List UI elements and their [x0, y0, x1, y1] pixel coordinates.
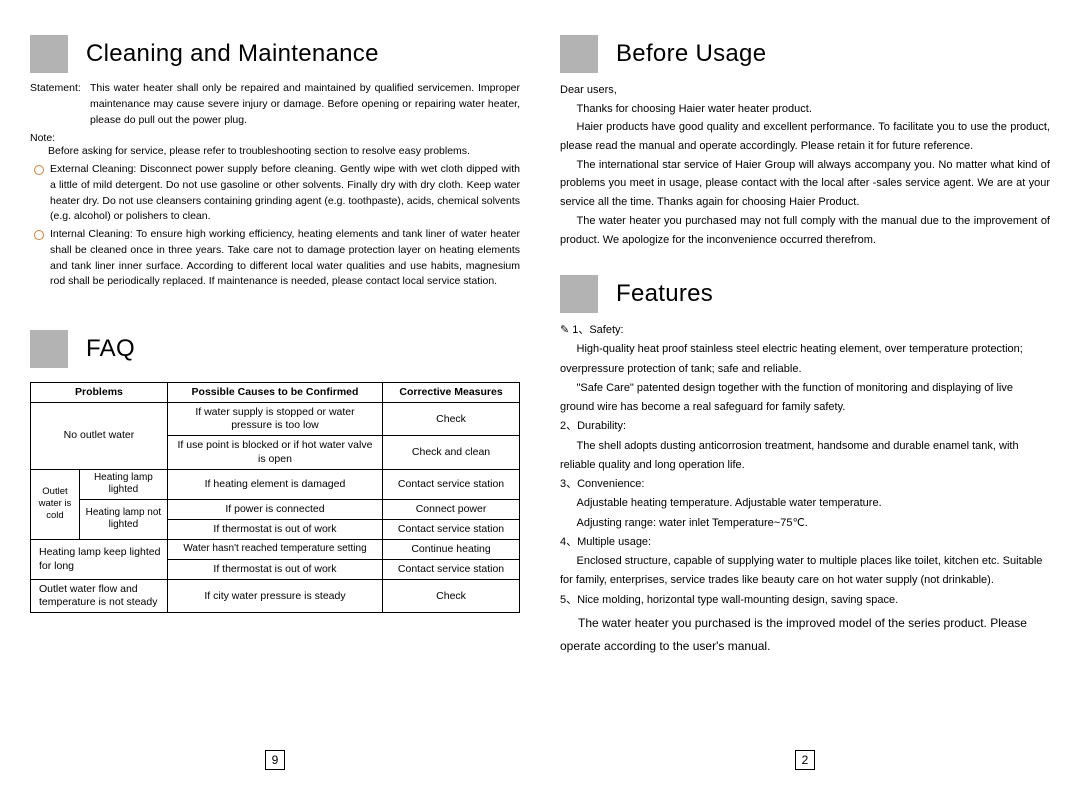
para: Haier products have good quality and exc… [560, 118, 1050, 155]
para: The international star service of Haier … [560, 156, 1050, 212]
feature-line: 5、Nice molding, horizontal type wall-mou… [560, 591, 1050, 610]
page-number: 9 [265, 750, 285, 770]
statement-body: This water heater shall only be repaired… [90, 81, 520, 128]
final-note: The water heater you purchased is the im… [560, 612, 1050, 658]
page-number: 2 [795, 750, 815, 770]
pencil-icon: ✎ [560, 321, 569, 340]
page-number-wrap: 2 [560, 658, 1050, 778]
feature-line: 1、Safety: [572, 321, 623, 340]
cleaning-title: Cleaning and Maintenance [86, 40, 379, 68]
features-title: Features [616, 280, 713, 308]
statement-label: Statement: [30, 81, 90, 97]
gray-box-icon [30, 35, 68, 73]
feature-line: High-quality heat proof stainless steel … [560, 340, 1050, 379]
feature-line: Enclosed structure, capable of supplying… [560, 552, 1050, 591]
bullet-external-text: External Cleaning: Disconnect power supp… [50, 162, 520, 225]
bullet-internal: Internal Cleaning: To ensure high workin… [34, 227, 520, 290]
table-row: Heating lamp keep lighted for long Water… [31, 539, 520, 559]
left-column: Cleaning and Maintenance Statement: This… [30, 35, 520, 778]
right-column: Before Usage Dear users, Thanks for choo… [560, 35, 1050, 778]
before-header: Before Usage [560, 35, 1050, 73]
cell-cause: If power is connected [167, 499, 382, 519]
note-label: Note: [30, 132, 520, 144]
feature-line: 2、Durability: [560, 417, 1050, 436]
bullet-icon [34, 165, 44, 175]
cell-measure: Check [383, 580, 520, 613]
th-problems: Problems [31, 383, 168, 403]
feature-line: "Safe Care" patented design together wit… [560, 379, 1050, 418]
cell-cause: Water hasn't reached temperature setting [167, 539, 382, 559]
gray-box-icon [30, 330, 68, 368]
cell-cause: If thermostat is out of work [167, 560, 382, 580]
note-body: Before asking for service, please refer … [48, 144, 520, 160]
table-row: Outlet water flow and temperature is not… [31, 580, 520, 613]
gray-box-icon [560, 275, 598, 313]
cell-measure: Connect power [383, 499, 520, 519]
cell-problem-sub: Heating lamp not lighted [79, 499, 167, 539]
cell-cause: If thermostat is out of work [167, 519, 382, 539]
cell-cause: If water supply is stopped or water pres… [167, 403, 382, 436]
gray-box-icon [560, 35, 598, 73]
statement-block: Statement: This water heater shall only … [30, 81, 520, 128]
para: Dear users, [560, 81, 1050, 100]
cell-cause: If heating element is damaged [167, 469, 382, 499]
para: The water heater you purchased may not f… [560, 212, 1050, 249]
table-row: Heating lamp not lighted If power is con… [31, 499, 520, 519]
th-measures: Corrective Measures [383, 383, 520, 403]
feature-line: 3、Convenience: [560, 475, 1050, 494]
cleaning-header: Cleaning and Maintenance [30, 35, 520, 73]
th-causes: Possible Causes to be Confirmed [167, 383, 382, 403]
faq-header: FAQ [30, 330, 520, 368]
bullet-external: External Cleaning: Disconnect power supp… [34, 162, 520, 225]
before-title: Before Usage [616, 40, 766, 68]
cell-problem-sub: Heating lamp lighted [79, 469, 167, 499]
cell-problem: Outlet water flow and temperature is not… [31, 580, 168, 613]
cell-cause: If city water pressure is steady [167, 580, 382, 613]
cell-measure: Check [383, 403, 520, 436]
cell-measure: Contact service station [383, 469, 520, 499]
cell-measure: Contact service station [383, 519, 520, 539]
para: Thanks for choosing Haier water heater p… [560, 100, 1050, 119]
feature-line: 4、Multiple usage: [560, 533, 1050, 552]
faq-title: FAQ [86, 335, 135, 363]
cell-measure: Continue heating [383, 539, 520, 559]
bullet-internal-text: Internal Cleaning: To ensure high workin… [50, 227, 520, 290]
cell-measure: Check and clean [383, 436, 520, 469]
features-body: ✎ 1、Safety: High-quality heat proof stai… [560, 321, 1050, 657]
table-row: Problems Possible Causes to be Confirmed… [31, 383, 520, 403]
cell-problem: No outlet water [31, 403, 168, 470]
feature-line: The shell adopts dusting anticorrosion t… [560, 437, 1050, 476]
bullet-icon [34, 230, 44, 240]
cell-cause: If use point is blocked or if hot water … [167, 436, 382, 469]
faq-table: Problems Possible Causes to be Confirmed… [30, 382, 520, 613]
cell-problem: Heating lamp keep lighted for long [31, 539, 168, 579]
features-header: Features [560, 275, 1050, 313]
page-number-wrap: 9 [30, 613, 520, 778]
cell-problem-left: Outlet water is cold [31, 469, 80, 539]
before-body: Dear users, Thanks for choosing Haier wa… [560, 81, 1050, 249]
feature-line: Adjusting range: water inlet Temperature… [560, 514, 1050, 533]
table-row: No outlet water If water supply is stopp… [31, 403, 520, 436]
cell-measure: Contact service station [383, 560, 520, 580]
feature-line: Adjustable heating temperature. Adjustab… [560, 494, 1050, 513]
table-row: Outlet water is cold Heating lamp lighte… [31, 469, 520, 499]
